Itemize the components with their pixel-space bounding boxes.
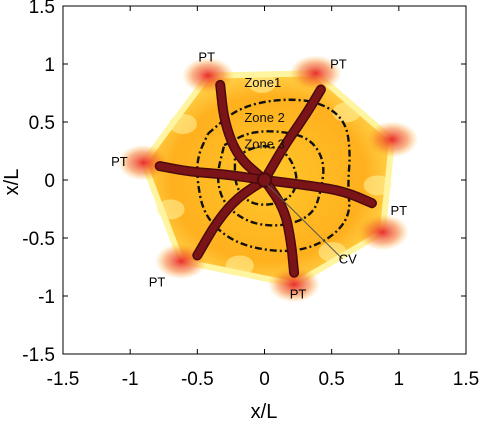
portal-hotspot (268, 266, 321, 303)
edge-highlight (248, 72, 277, 93)
cv-pointer-line (266, 184, 343, 260)
edge-highlight (168, 113, 197, 134)
y-tick-label: -1 (38, 287, 55, 308)
annotation-layer: Zone1 Zone 2 Zone 3 PT PT PT PT PT PT CV (111, 50, 407, 302)
portal-hotspot (366, 121, 419, 158)
vessel-network (154, 79, 377, 278)
y-tick-label: 0 (44, 171, 55, 192)
x-axis-label: x/L (251, 401, 278, 423)
x-tick-label: 1.5 (453, 369, 479, 390)
zone-boundary (216, 130, 325, 227)
x-tick-label: -1 (122, 369, 139, 390)
x-tick-label: 0.5 (318, 369, 344, 390)
pt-label: PT (149, 275, 166, 290)
portal-hotspot (117, 144, 170, 181)
zone-boundary (196, 98, 351, 253)
zone-boundary (233, 145, 298, 206)
pt-label: PT (111, 154, 128, 169)
zone-boundaries (196, 98, 351, 253)
y-tick-label: 1.5 (29, 0, 55, 18)
x-tick-label: -1.5 (47, 369, 80, 390)
zone-label: Zone 3 (244, 137, 284, 152)
zone-label: Zone 2 (244, 110, 284, 125)
pt-label: PT (290, 286, 307, 301)
portal-hotspot (356, 214, 409, 251)
cv-label: CV (339, 252, 357, 267)
central-vein (256, 172, 273, 188)
pt-label: PT (391, 203, 408, 218)
edge-highlight (363, 175, 392, 196)
y-tick-label: -1.5 (22, 345, 55, 366)
pt-label: PT (198, 50, 215, 65)
y-tick-label: 1 (44, 55, 55, 76)
tick-layer: -1.5 -1 -0.5 0 0.5 1 1.5 1.5 1 0.5 0 -0.5 -1 -1.5 (22, 0, 479, 390)
edge-highlight (156, 199, 185, 220)
pt-label: PT (330, 57, 347, 72)
edge-highlight (332, 102, 361, 123)
zone-label: Zone1 (244, 75, 281, 90)
y-axis-label: x/L (1, 169, 23, 196)
x-tick-label: 0 (259, 369, 270, 390)
x-tick-label: -0.5 (181, 369, 214, 390)
y-tick-label: 0.5 (29, 113, 55, 134)
edge-highlight (225, 255, 254, 276)
portal-hotspot (289, 55, 342, 92)
edge-highlight (318, 242, 347, 263)
y-tick-label: -0.5 (22, 229, 55, 250)
x-tick-label: 1 (394, 369, 405, 390)
